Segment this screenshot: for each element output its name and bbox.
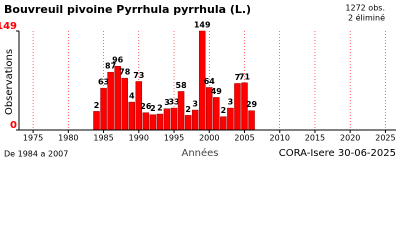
x-tick-label: 2010 [270,134,290,143]
value-label: 33 [168,98,179,107]
bar [220,116,227,131]
value-label: 3 [192,100,198,109]
value-label: 49 [211,87,223,96]
bar [184,115,192,131]
value-label: 7 [235,73,241,82]
chart: Bouvreuil pivoine Pyrrhula pyrrhula (L.)… [0,3,396,159]
value-label: 2 [150,104,156,113]
value-label: 71 [239,72,251,81]
value-label: 3 [228,98,234,107]
value-label: 73 [133,71,144,80]
value-label: 3 [164,98,170,107]
value-label: 78 [119,68,131,77]
value-label: 2 [221,106,227,115]
note: 2 éliminé [348,13,385,23]
x-tick-label: 2015 [305,134,325,143]
bar [100,87,107,131]
bar [93,111,100,131]
value-label: 58 [176,81,188,90]
bar [213,97,220,131]
bar [191,109,199,131]
x-tick-label: 1975 [23,134,43,143]
bar [227,107,234,131]
x-tick-label: 1985 [93,134,113,143]
x-tick-label: 2005 [234,134,254,143]
bar [163,108,171,131]
bar [177,91,185,131]
x-tick-label: 2020 [340,134,360,143]
bar [234,83,241,131]
value-label: 2 [157,104,163,113]
value-label: 26 [140,102,152,111]
chart-title: Bouvreuil pivoine Pyrrhula pyrrhula (L.) [4,3,251,16]
bar [128,101,135,131]
x-tick-label: 1995 [164,134,184,143]
x-axis-label: Années [181,147,218,159]
value-label: 2 [94,101,100,110]
bar [149,114,157,131]
value-label: 4 [129,92,135,101]
bar [156,113,164,131]
value-label: 63 [98,78,109,87]
value-label: 96 [112,56,124,65]
bar [170,107,178,131]
x-tick-label: 2025 [375,134,395,143]
bar [248,110,255,131]
value-label: 87 [105,62,116,71]
y-tick-label: 0 [10,120,17,131]
x-tick-label: 1990 [129,134,149,143]
x-tick-label: 1980 [58,134,78,143]
value-label: 2 [185,105,191,114]
bar [142,112,150,131]
x-tick-label: 2000 [199,134,219,143]
note: 1272 obs. [345,4,385,13]
value-label: 149 [194,21,211,30]
y-tick-label: 149 [0,21,17,32]
value-label: 29 [246,100,258,109]
period: De 1984 a 2007 [4,150,68,159]
source: CORA-Isere 30-06-2025 [279,148,396,159]
bar [121,77,128,131]
bar [107,71,114,131]
y-axis-label: Observations [4,49,15,115]
value-label: 64 [204,77,216,86]
